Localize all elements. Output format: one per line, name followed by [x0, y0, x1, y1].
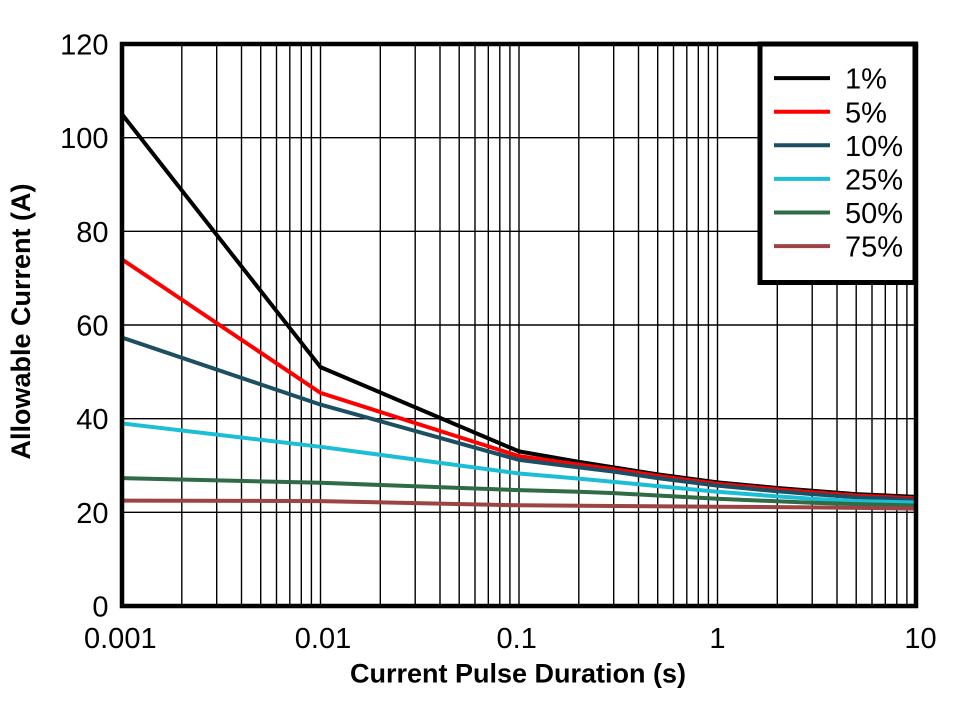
svg-text:10: 10 [904, 623, 936, 655]
svg-text:75%: 75% [845, 232, 903, 264]
svg-text:40: 40 [76, 404, 108, 436]
svg-text:0: 0 [92, 592, 108, 624]
svg-text:0.001: 0.001 [84, 623, 157, 655]
svg-text:50%: 50% [845, 198, 903, 230]
svg-text:0.01: 0.01 [295, 623, 351, 655]
svg-text:5%: 5% [845, 97, 887, 129]
svg-text:1%: 1% [845, 64, 887, 96]
svg-text:1: 1 [709, 623, 725, 655]
svg-text:0.1: 0.1 [497, 623, 537, 655]
svg-text:25%: 25% [845, 165, 903, 197]
svg-text:Allowable Current (A): Allowable Current (A) [6, 183, 36, 459]
svg-text:60: 60 [76, 311, 108, 343]
svg-text:80: 80 [76, 217, 108, 249]
svg-text:120: 120 [60, 30, 108, 62]
svg-text:100: 100 [60, 123, 108, 155]
svg-text:20: 20 [76, 498, 108, 530]
svg-text:Current Pulse Duration (s): Current Pulse Duration (s) [350, 659, 686, 689]
svg-text:10%: 10% [845, 131, 903, 163]
